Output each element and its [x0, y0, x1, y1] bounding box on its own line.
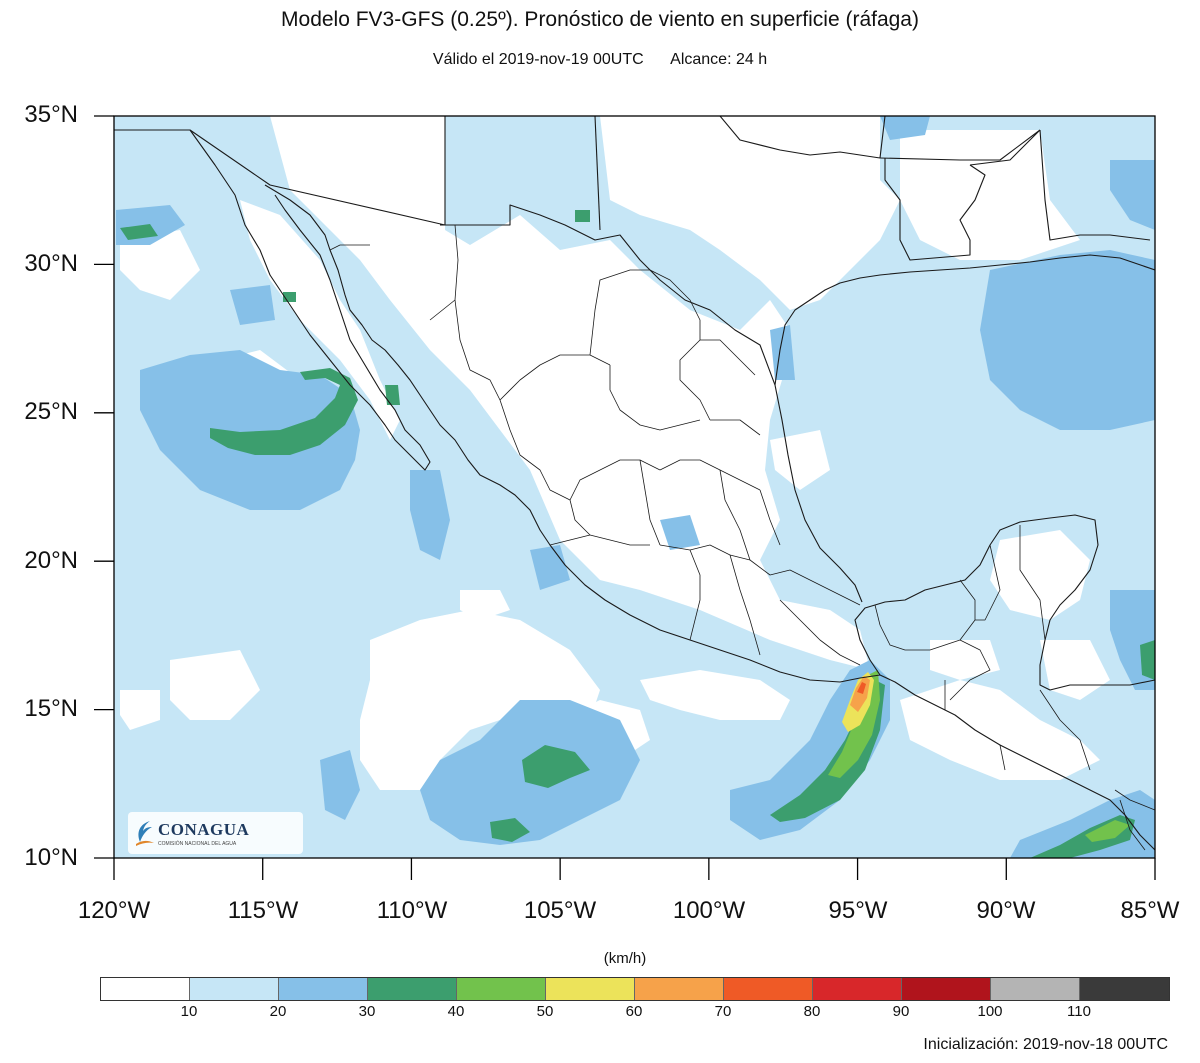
map-plot-area: [114, 116, 1155, 858]
lon-label-85w: 85°W: [1120, 897, 1180, 924]
initialization-label: Inicialización: 2019-nov-18 00UTC: [923, 1036, 1168, 1053]
colorbar-swatch: [991, 978, 1080, 1000]
colorbar-tick-label: 30: [358, 1003, 376, 1020]
valid-date-label: Válido el 2019-nov-19 00UTC: [432, 51, 644, 68]
colorbar-tick-label: 10: [180, 1003, 198, 1020]
longitude-ticks: [113, 858, 1156, 880]
colorbar-swatch: [368, 978, 457, 1000]
lat-label-15: 15°N: [24, 695, 78, 722]
lon-label-90w: 90°W: [976, 897, 1036, 924]
logo-name: CONAGUA: [158, 820, 250, 839]
coastlines-and-borders: [114, 116, 1155, 851]
colorbar: [100, 977, 1170, 1001]
colorbar-tick-label: 50: [536, 1003, 554, 1020]
colorbar-tick-label: 40: [447, 1003, 465, 1020]
conagua-logo: CONAGUA COMISIÓN NACIONAL DEL AGUA: [128, 812, 303, 854]
colorbar-swatch: [457, 978, 546, 1000]
lon-label-110w: 110°W: [376, 897, 448, 924]
colorbar-tick-label: 90: [892, 1003, 910, 1020]
conagua-emblem-icon: [136, 821, 154, 846]
lat-label-20: 20°N: [24, 547, 78, 574]
chart-subtitle: Válido el 2019-nov-19 00UTC Alcance: 24 …: [0, 51, 1200, 69]
lon-label-115w: 115°W: [227, 897, 299, 924]
colorbar-swatch: [724, 978, 813, 1000]
lat-label-10: 10°N: [24, 844, 78, 871]
colorbar-swatch: [1080, 978, 1169, 1000]
logo-tagline: COMISIÓN NACIONAL DEL AGUA: [158, 841, 237, 847]
colorbar-swatch: [635, 978, 724, 1000]
lat-label-35: 35°N: [24, 101, 78, 128]
colorbar-units: (km/h): [603, 950, 647, 967]
colorbar-tick-label: 110: [1067, 1003, 1091, 1020]
calm-wind-regions: [120, 116, 1110, 790]
map-frame: [113, 115, 1156, 859]
lon-label-105w: 105°W: [523, 897, 597, 924]
forecast-range-label: Alcance: 24 h: [670, 51, 768, 68]
lon-label-120w: 120°W: [77, 897, 151, 924]
colorbar-swatch: [101, 978, 190, 1000]
chart-title: Modelo FV3-GFS (0.25º). Pronóstico de vi…: [281, 8, 919, 31]
colorbar-tick-label: 60: [625, 1003, 643, 1020]
colorbar-swatch: [190, 978, 279, 1000]
colorbar-tick-label: 70: [714, 1003, 732, 1020]
colorbar-swatch: [546, 978, 635, 1000]
colorbar-tick-label: 100: [977, 1003, 1003, 1020]
colorbar-swatch: [279, 978, 368, 1000]
lat-label-25: 25°N: [24, 398, 78, 425]
lat-label-30: 30°N: [24, 250, 78, 277]
colorbar-tick-label: 80: [803, 1003, 821, 1020]
lon-label-95w: 95°W: [828, 897, 888, 924]
state-boundaries: [329, 224, 1155, 851]
latitude-ticks: [94, 115, 114, 859]
colorbar-swatch: [813, 978, 902, 1000]
wind-70-80-regions: [857, 682, 866, 694]
colorbar-swatch: [902, 978, 991, 1000]
colorbar-tick-label: 20: [269, 1003, 287, 1020]
lon-label-100w: 100°W: [672, 897, 746, 924]
